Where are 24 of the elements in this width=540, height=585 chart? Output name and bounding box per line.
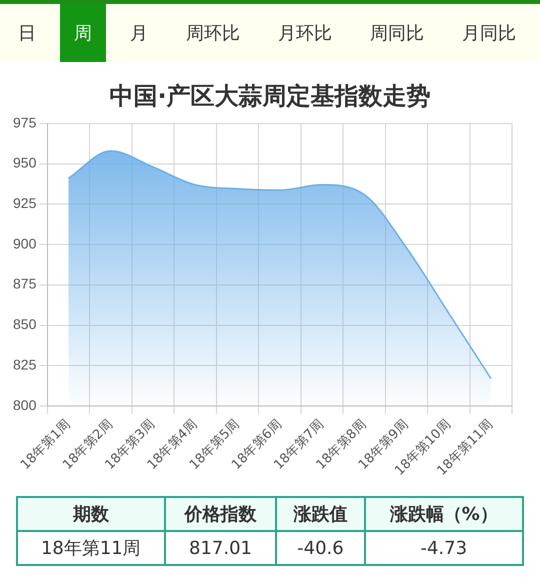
- text: 日: [17, 22, 37, 46]
- text: 周同比: [369, 22, 425, 46]
- text: 周: [60, 4, 106, 62]
- text: 月同比: [461, 22, 517, 46]
- text: 涨跌幅（%）: [364, 497, 523, 531]
- y-tick-label: 900: [13, 235, 37, 252]
- y-tick-label: 925: [13, 195, 37, 211]
- y-tick-label: 875: [13, 276, 37, 292]
- text: 期数: [17, 497, 165, 531]
- chart-title: 中国·产区大蒜周定基指数走势: [108, 81, 432, 112]
- text: 周环比: [185, 22, 241, 46]
- text: 817.01: [164, 531, 276, 565]
- y-tick-label: 850: [13, 316, 37, 332]
- text: 18年第11周: [17, 531, 165, 565]
- text: 月环比: [277, 22, 333, 46]
- y-tick-label: 825: [13, 356, 37, 372]
- y-tick-label: 950: [13, 154, 37, 171]
- text: 涨跌值: [276, 497, 365, 531]
- text: 月: [129, 22, 149, 46]
- text: -4.73: [364, 531, 523, 565]
- y-tick-label: 975: [13, 114, 37, 130]
- text: -40.6: [276, 531, 365, 565]
- y-tick-label: 800: [13, 396, 37, 413]
- text: 价格指数: [164, 497, 276, 531]
